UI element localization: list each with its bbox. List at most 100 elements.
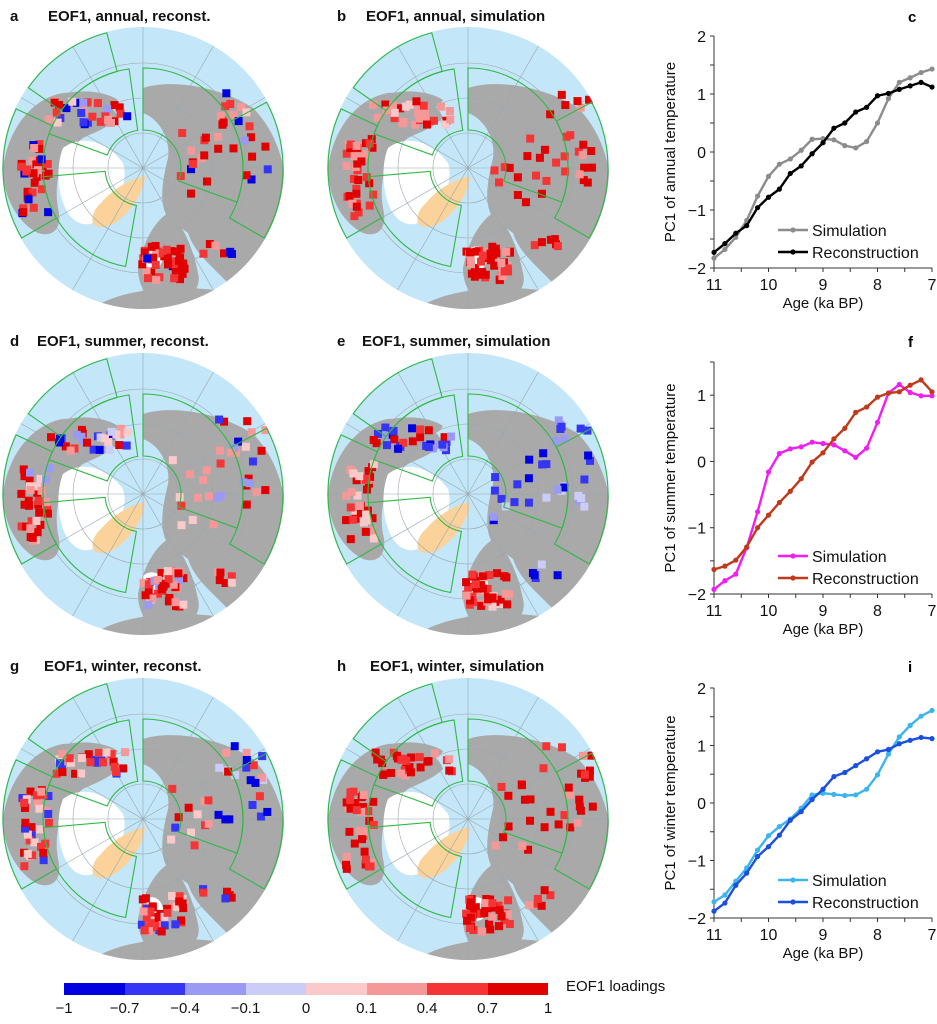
proxy-site — [342, 516, 351, 525]
proxy-site — [36, 474, 45, 483]
proxy-site — [50, 98, 59, 107]
proxy-site — [557, 90, 566, 99]
proxy-site — [24, 496, 33, 505]
proxy-site — [257, 446, 266, 455]
y-tick-label: −2 — [688, 911, 706, 928]
proxy-site — [446, 115, 455, 124]
proxy-site — [503, 910, 512, 919]
proxy-site — [176, 275, 185, 284]
proxy-site — [500, 267, 509, 276]
proxy-site — [27, 823, 36, 832]
proxy-site — [542, 176, 551, 185]
proxy-site — [23, 165, 32, 174]
proxy-site — [24, 195, 33, 204]
longitude-line — [467, 167, 539, 291]
data-point — [831, 773, 837, 780]
proxy-site — [44, 115, 53, 124]
proxy-site — [510, 498, 519, 507]
legend-marker — [790, 227, 796, 233]
proxy-site — [524, 474, 533, 483]
data-point — [918, 734, 924, 741]
proxy-site — [462, 591, 471, 600]
proxy-site — [248, 801, 257, 810]
data-point — [711, 566, 717, 573]
proxy-site — [526, 134, 535, 143]
proxy-site — [221, 894, 230, 903]
data-point — [733, 557, 739, 563]
proxy-site — [358, 835, 367, 844]
proxy-site — [488, 899, 497, 908]
proxy-site — [151, 261, 160, 270]
proxy-site — [44, 208, 53, 217]
y-tick-label: 1 — [697, 87, 706, 104]
proxy-site — [566, 131, 575, 140]
proxy-site — [146, 919, 155, 928]
panel-letter: f — [908, 334, 914, 351]
proxy-site — [258, 773, 267, 782]
proxy-site — [419, 101, 428, 110]
proxy-site — [546, 807, 555, 816]
proxy-site — [159, 582, 168, 591]
proxy-site — [139, 907, 148, 916]
proxy-site — [349, 515, 358, 524]
map-title: EOF1, annual, simulation — [366, 8, 546, 25]
proxy-site — [359, 518, 368, 527]
data-point — [874, 93, 881, 99]
proxy-site — [43, 159, 52, 168]
proxy-site — [246, 776, 255, 785]
proxy-site — [194, 493, 203, 502]
longitude-line — [397, 696, 469, 820]
proxy-site — [35, 140, 44, 149]
proxy-site — [490, 166, 499, 175]
data-point — [907, 737, 913, 743]
proxy-site — [524, 845, 533, 854]
proxy-site — [239, 478, 248, 487]
proxy-site — [203, 177, 212, 186]
proxy-site — [26, 524, 35, 533]
proxy-site — [578, 751, 587, 760]
proxy-site — [17, 162, 26, 171]
map-title: EOF1, annual, reconst. — [48, 8, 211, 25]
y-tick-label: −1 — [688, 521, 706, 538]
data-point — [755, 509, 761, 515]
proxy-site — [561, 167, 570, 176]
proxy-site — [65, 754, 74, 763]
proxy-site — [229, 110, 238, 119]
proxy-site — [115, 441, 124, 450]
proxy-site — [390, 435, 399, 444]
region-sector-outline — [48, 68, 139, 156]
proxy-site — [44, 464, 53, 473]
data-point — [885, 390, 892, 396]
proxy-site — [144, 600, 153, 609]
proxy-site — [478, 251, 487, 260]
proxy-site — [37, 787, 46, 796]
proxy-site — [148, 903, 157, 912]
proxy-site — [445, 755, 454, 764]
proxy-site — [585, 456, 594, 465]
proxy-site — [164, 597, 173, 606]
legend-label: Simulation — [812, 873, 887, 890]
proxy-site — [84, 750, 93, 759]
y-tick-label: −2 — [688, 261, 706, 278]
region-sector-outline — [2, 759, 58, 890]
data-point — [809, 459, 815, 465]
proxy-site — [415, 114, 424, 123]
data-point — [809, 136, 815, 142]
panel-letter: b — [337, 8, 347, 25]
greenland — [92, 502, 145, 554]
longitude-line — [467, 696, 539, 820]
data-point — [765, 194, 772, 200]
proxy-site — [20, 798, 29, 807]
proxy-site — [587, 163, 596, 172]
proxy-site — [56, 113, 65, 122]
proxy-site — [152, 249, 161, 258]
y-tick-label: −1 — [688, 203, 706, 220]
greenland — [92, 827, 145, 879]
proxy-site — [142, 913, 151, 922]
proxy-site — [351, 799, 360, 808]
proxy-site — [467, 260, 476, 269]
proxy-site — [505, 919, 514, 928]
colorbar-segment — [427, 983, 488, 995]
proxy-site — [37, 155, 46, 164]
proxy-site — [373, 429, 382, 438]
